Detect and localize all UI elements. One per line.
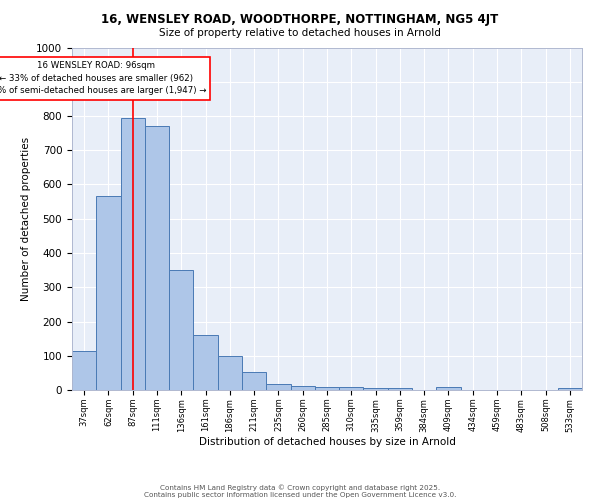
Bar [242,372,266,390]
Bar [315,386,339,390]
Bar [558,388,582,390]
Bar [364,388,388,390]
X-axis label: Distribution of detached houses by size in Arnold: Distribution of detached houses by size … [199,437,455,447]
Y-axis label: Number of detached properties: Number of detached properties [20,136,31,301]
Bar [290,386,315,390]
Bar [169,270,193,390]
Text: Size of property relative to detached houses in Arnold: Size of property relative to detached ho… [159,28,441,38]
Bar [339,386,364,390]
Bar [145,126,169,390]
Bar [436,388,461,390]
Bar [388,388,412,390]
Bar [266,384,290,390]
Text: Contains HM Land Registry data © Crown copyright and database right 2025.: Contains HM Land Registry data © Crown c… [160,484,440,491]
Bar [121,118,145,390]
Bar [72,350,96,390]
Bar [193,334,218,390]
Bar [96,196,121,390]
Text: Contains public sector information licensed under the Open Government Licence v3: Contains public sector information licen… [144,492,456,498]
Text: 16, WENSLEY ROAD, WOODTHORPE, NOTTINGHAM, NG5 4JT: 16, WENSLEY ROAD, WOODTHORPE, NOTTINGHAM… [101,12,499,26]
Text: 16 WENSLEY ROAD: 96sqm
← 33% of detached houses are smaller (962)
66% of semi-de: 16 WENSLEY ROAD: 96sqm ← 33% of detached… [0,61,206,95]
Bar [218,356,242,390]
